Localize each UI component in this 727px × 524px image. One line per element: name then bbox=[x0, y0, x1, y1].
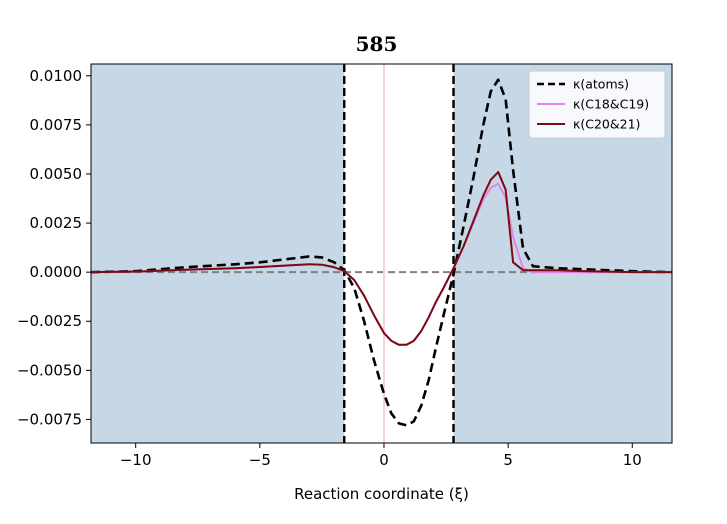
legend-box bbox=[528, 70, 666, 139]
y-tick-label: 0.0025 bbox=[30, 214, 83, 232]
y-tick-label: −0.0025 bbox=[17, 312, 82, 330]
legend: κ(atoms) κ(C18&C19) κ(C20&21) bbox=[528, 70, 666, 139]
x-axis-ticks: −10 −5 0 5 10 bbox=[120, 443, 642, 469]
y-axis-ticks: 0.0100 0.0075 0.0050 0.0025 0.0000 −0.0025 −0.… bbox=[17, 67, 91, 428]
series-line-0 bbox=[90, 78, 673, 427]
x-tick-label: 5 bbox=[503, 451, 513, 469]
shaded-region-0 bbox=[91, 64, 345, 443]
plot-frame bbox=[90, 63, 673, 444]
legend-entry-1: κ(C18&C19) bbox=[573, 97, 649, 112]
y-tick-label: 0.0100 bbox=[30, 67, 83, 85]
chart-title: 585 bbox=[356, 32, 398, 56]
x-tick-label: −5 bbox=[249, 451, 271, 469]
x-tick-label: 0 bbox=[379, 451, 389, 469]
y-tick-label: −0.0050 bbox=[17, 361, 82, 379]
y-tick-label: 0.0000 bbox=[30, 263, 83, 281]
legend-entry-0: κ(atoms) bbox=[573, 77, 629, 92]
y-tick-label: −0.0075 bbox=[17, 410, 82, 428]
x-tick-label: 10 bbox=[623, 451, 642, 469]
y-tick-label: 0.0050 bbox=[30, 165, 83, 183]
series-layer bbox=[90, 78, 673, 427]
x-tick-label: −10 bbox=[120, 451, 152, 469]
y-tick-label: 0.0075 bbox=[30, 116, 83, 134]
x-axis-label: Reaction coordinate (ξ) bbox=[294, 485, 469, 503]
series-line-2 bbox=[90, 171, 672, 346]
legend-entry-2: κ(C20&21) bbox=[573, 117, 640, 132]
